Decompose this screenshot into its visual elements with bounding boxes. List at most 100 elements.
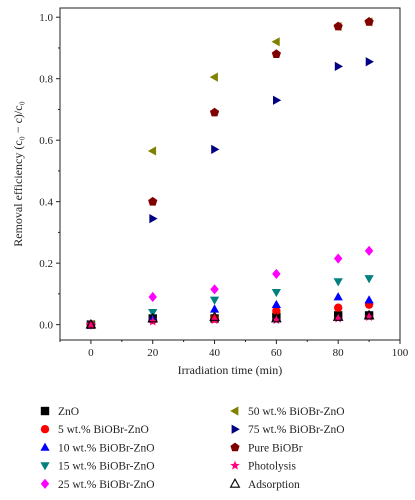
- series-7: [86, 17, 374, 329]
- legend-item: 50 wt.% BiOBr-ZnO: [230, 406, 345, 418]
- y-tick-label: 0.4: [39, 197, 53, 209]
- data-point: [209, 314, 220, 325]
- data-point: [86, 319, 96, 329]
- legend-label: 15 wt.% BiOBr-ZnO: [58, 461, 155, 473]
- legend-label: 10 wt.% BiOBr-ZnO: [58, 442, 155, 454]
- x-tick-label: 20: [147, 347, 159, 359]
- legend: ZnO 5 wt.% BiOBr-ZnO 10 wt.% BiOBr-ZnO 15 w…: [40, 406, 345, 491]
- data-point: [334, 61, 344, 72]
- data-point: [147, 316, 158, 326]
- legend-item: 15 wt.% BiOBr-ZnO: [40, 461, 155, 473]
- legend-marker: [40, 406, 50, 416]
- y-axis-title: Removal efficiency (c₀ − c)/c₀: [11, 101, 25, 247]
- x-axis-ticks: 0 20 40 60 80 100: [59, 340, 409, 359]
- legend-item: ZnO: [40, 406, 79, 418]
- data-point: [364, 17, 374, 26]
- data-point: [271, 299, 281, 309]
- x-tick-label: 60: [271, 347, 283, 359]
- data-point: [364, 311, 374, 322]
- x-axis-title: Irradiation time (min): [178, 363, 283, 377]
- legend-label: 75 wt.% BiOBr-ZnO: [248, 424, 345, 436]
- series-1: [86, 300, 374, 329]
- y-axis-ticks: 0.0 0.2 0.4 0.6 0.8 1.0: [39, 12, 60, 332]
- data-point: [333, 253, 343, 264]
- legend-item: 10 wt.% BiOBr-ZnO: [40, 442, 155, 454]
- data-point: [209, 296, 220, 305]
- x-tick-label: 100: [392, 347, 409, 359]
- data-point: [148, 196, 158, 206]
- data-point: [365, 57, 374, 67]
- legend-label: Pure BiOBr: [248, 442, 303, 454]
- data-point: [271, 37, 280, 47]
- legend-item: Pure BiOBr: [230, 442, 303, 454]
- data-point: [363, 309, 375, 320]
- series-6: [87, 57, 374, 330]
- data-point: [209, 311, 220, 321]
- data-point: [147, 146, 157, 156]
- legend-marker: [230, 460, 240, 470]
- series-5: [86, 17, 373, 330]
- data-point: [209, 72, 218, 82]
- y-tick-label: 0.0: [39, 320, 53, 332]
- y-tick-label: 1.0: [39, 12, 53, 24]
- data-point: [272, 268, 281, 279]
- series-4: [86, 245, 374, 330]
- data-point: [147, 312, 159, 323]
- data-point: [333, 303, 343, 312]
- data-point: [85, 318, 97, 329]
- series-8: [86, 311, 374, 329]
- data-point: [272, 306, 281, 315]
- data-point: [271, 312, 282, 323]
- legend-label: 5 wt.% BiOBr-ZnO: [58, 424, 149, 436]
- series-3: [86, 275, 374, 330]
- data-point: [271, 288, 281, 298]
- legend-label: 25 wt.% BiOBr-ZnO: [58, 479, 155, 491]
- data-point: [209, 107, 220, 117]
- data-point: [364, 275, 374, 284]
- legend-marker: [231, 424, 240, 434]
- x-tick-label: 0: [88, 347, 94, 359]
- data-point: [271, 314, 282, 325]
- data-point: [364, 295, 374, 304]
- legend-label: Adsorption: [248, 479, 300, 491]
- legend-marker: [229, 478, 241, 488]
- plot-border: [59, 7, 401, 341]
- data-point: [209, 304, 220, 313]
- series-0: [86, 311, 374, 329]
- plot-frame: [59, 7, 401, 341]
- data-point: [273, 95, 282, 105]
- data-points: [85, 17, 375, 330]
- legend-marker: [40, 425, 50, 434]
- series-2: [86, 292, 374, 328]
- legend-item: 25 wt.% BiOBr-ZnO: [40, 478, 155, 491]
- data-point: [332, 311, 344, 321]
- data-point: [333, 21, 343, 31]
- legend-item: 5 wt.% BiOBr-ZnO: [40, 424, 149, 436]
- data-point: [271, 49, 281, 59]
- legend-marker: [230, 442, 240, 452]
- data-point: [210, 284, 219, 295]
- legend-label: ZnO: [58, 406, 79, 418]
- data-point: [333, 313, 343, 323]
- y-tick-label: 0.6: [39, 135, 53, 147]
- legend-marker: [40, 442, 50, 451]
- legend-marker: [230, 406, 239, 416]
- legend-label: 50 wt.% BiOBr-ZnO: [248, 406, 345, 418]
- data-point: [333, 278, 343, 287]
- legend-marker: [40, 478, 50, 489]
- legend-item: Adsorption: [229, 478, 300, 491]
- y-tick-label: 0.2: [39, 258, 53, 270]
- data-point: [148, 291, 157, 302]
- data-point: [149, 213, 158, 224]
- legend-label: Photolysis: [248, 461, 296, 473]
- series-9: [85, 309, 375, 329]
- legend-item: Photolysis: [230, 460, 296, 473]
- data-point: [364, 245, 374, 256]
- y-tick-label: 0.8: [39, 74, 53, 86]
- x-tick-label: 80: [333, 347, 345, 359]
- data-point: [211, 144, 220, 155]
- x-tick-label: 40: [209, 347, 221, 359]
- legend-marker: [40, 462, 50, 471]
- legend-item: 75 wt.% BiOBr-ZnO: [231, 424, 345, 436]
